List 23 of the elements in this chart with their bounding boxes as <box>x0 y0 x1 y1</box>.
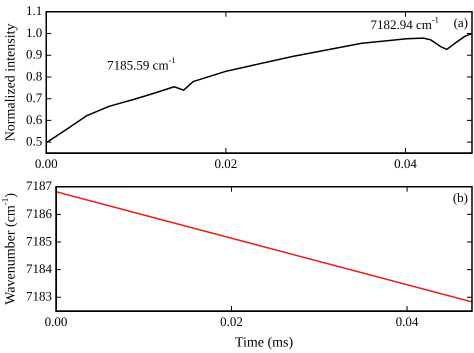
x-tick-label: 0.04 <box>396 314 419 329</box>
y-tick-label: 0.9 <box>26 46 42 62</box>
y-tick-label: 7184 <box>26 261 52 276</box>
y-tick-label: 7185 <box>26 233 52 248</box>
y-axis-title: Normalized intensity <box>4 23 19 142</box>
x-tick-label: 0.02 <box>220 314 243 329</box>
y-tick-label: 0.7 <box>26 90 43 106</box>
x-axis-title: Time (ms) <box>234 336 294 351</box>
y-tick-label: 7186 <box>26 206 52 221</box>
y-tick-label: 7183 <box>26 288 52 304</box>
annotation: (a) <box>454 15 468 30</box>
x-tick-label: 0.04 <box>394 156 418 171</box>
x-tick-label: 0.00 <box>34 156 58 171</box>
y-tick-label: 1.0 <box>26 24 42 40</box>
x-tick-label: 0.00 <box>44 314 68 329</box>
y-tick-label: 0.8 <box>26 68 42 84</box>
x-tick-label: 0.02 <box>214 156 238 171</box>
y-tick-label: 0.6 <box>26 112 43 127</box>
y-axis-title: Wavenumber (cm-1) <box>0 192 19 305</box>
annotation: (b) <box>452 190 468 206</box>
y-tick-label: 0.5 <box>26 134 42 149</box>
y-tick-label: 7187 <box>26 178 52 194</box>
y-tick-label: 1.1 <box>26 3 42 18</box>
